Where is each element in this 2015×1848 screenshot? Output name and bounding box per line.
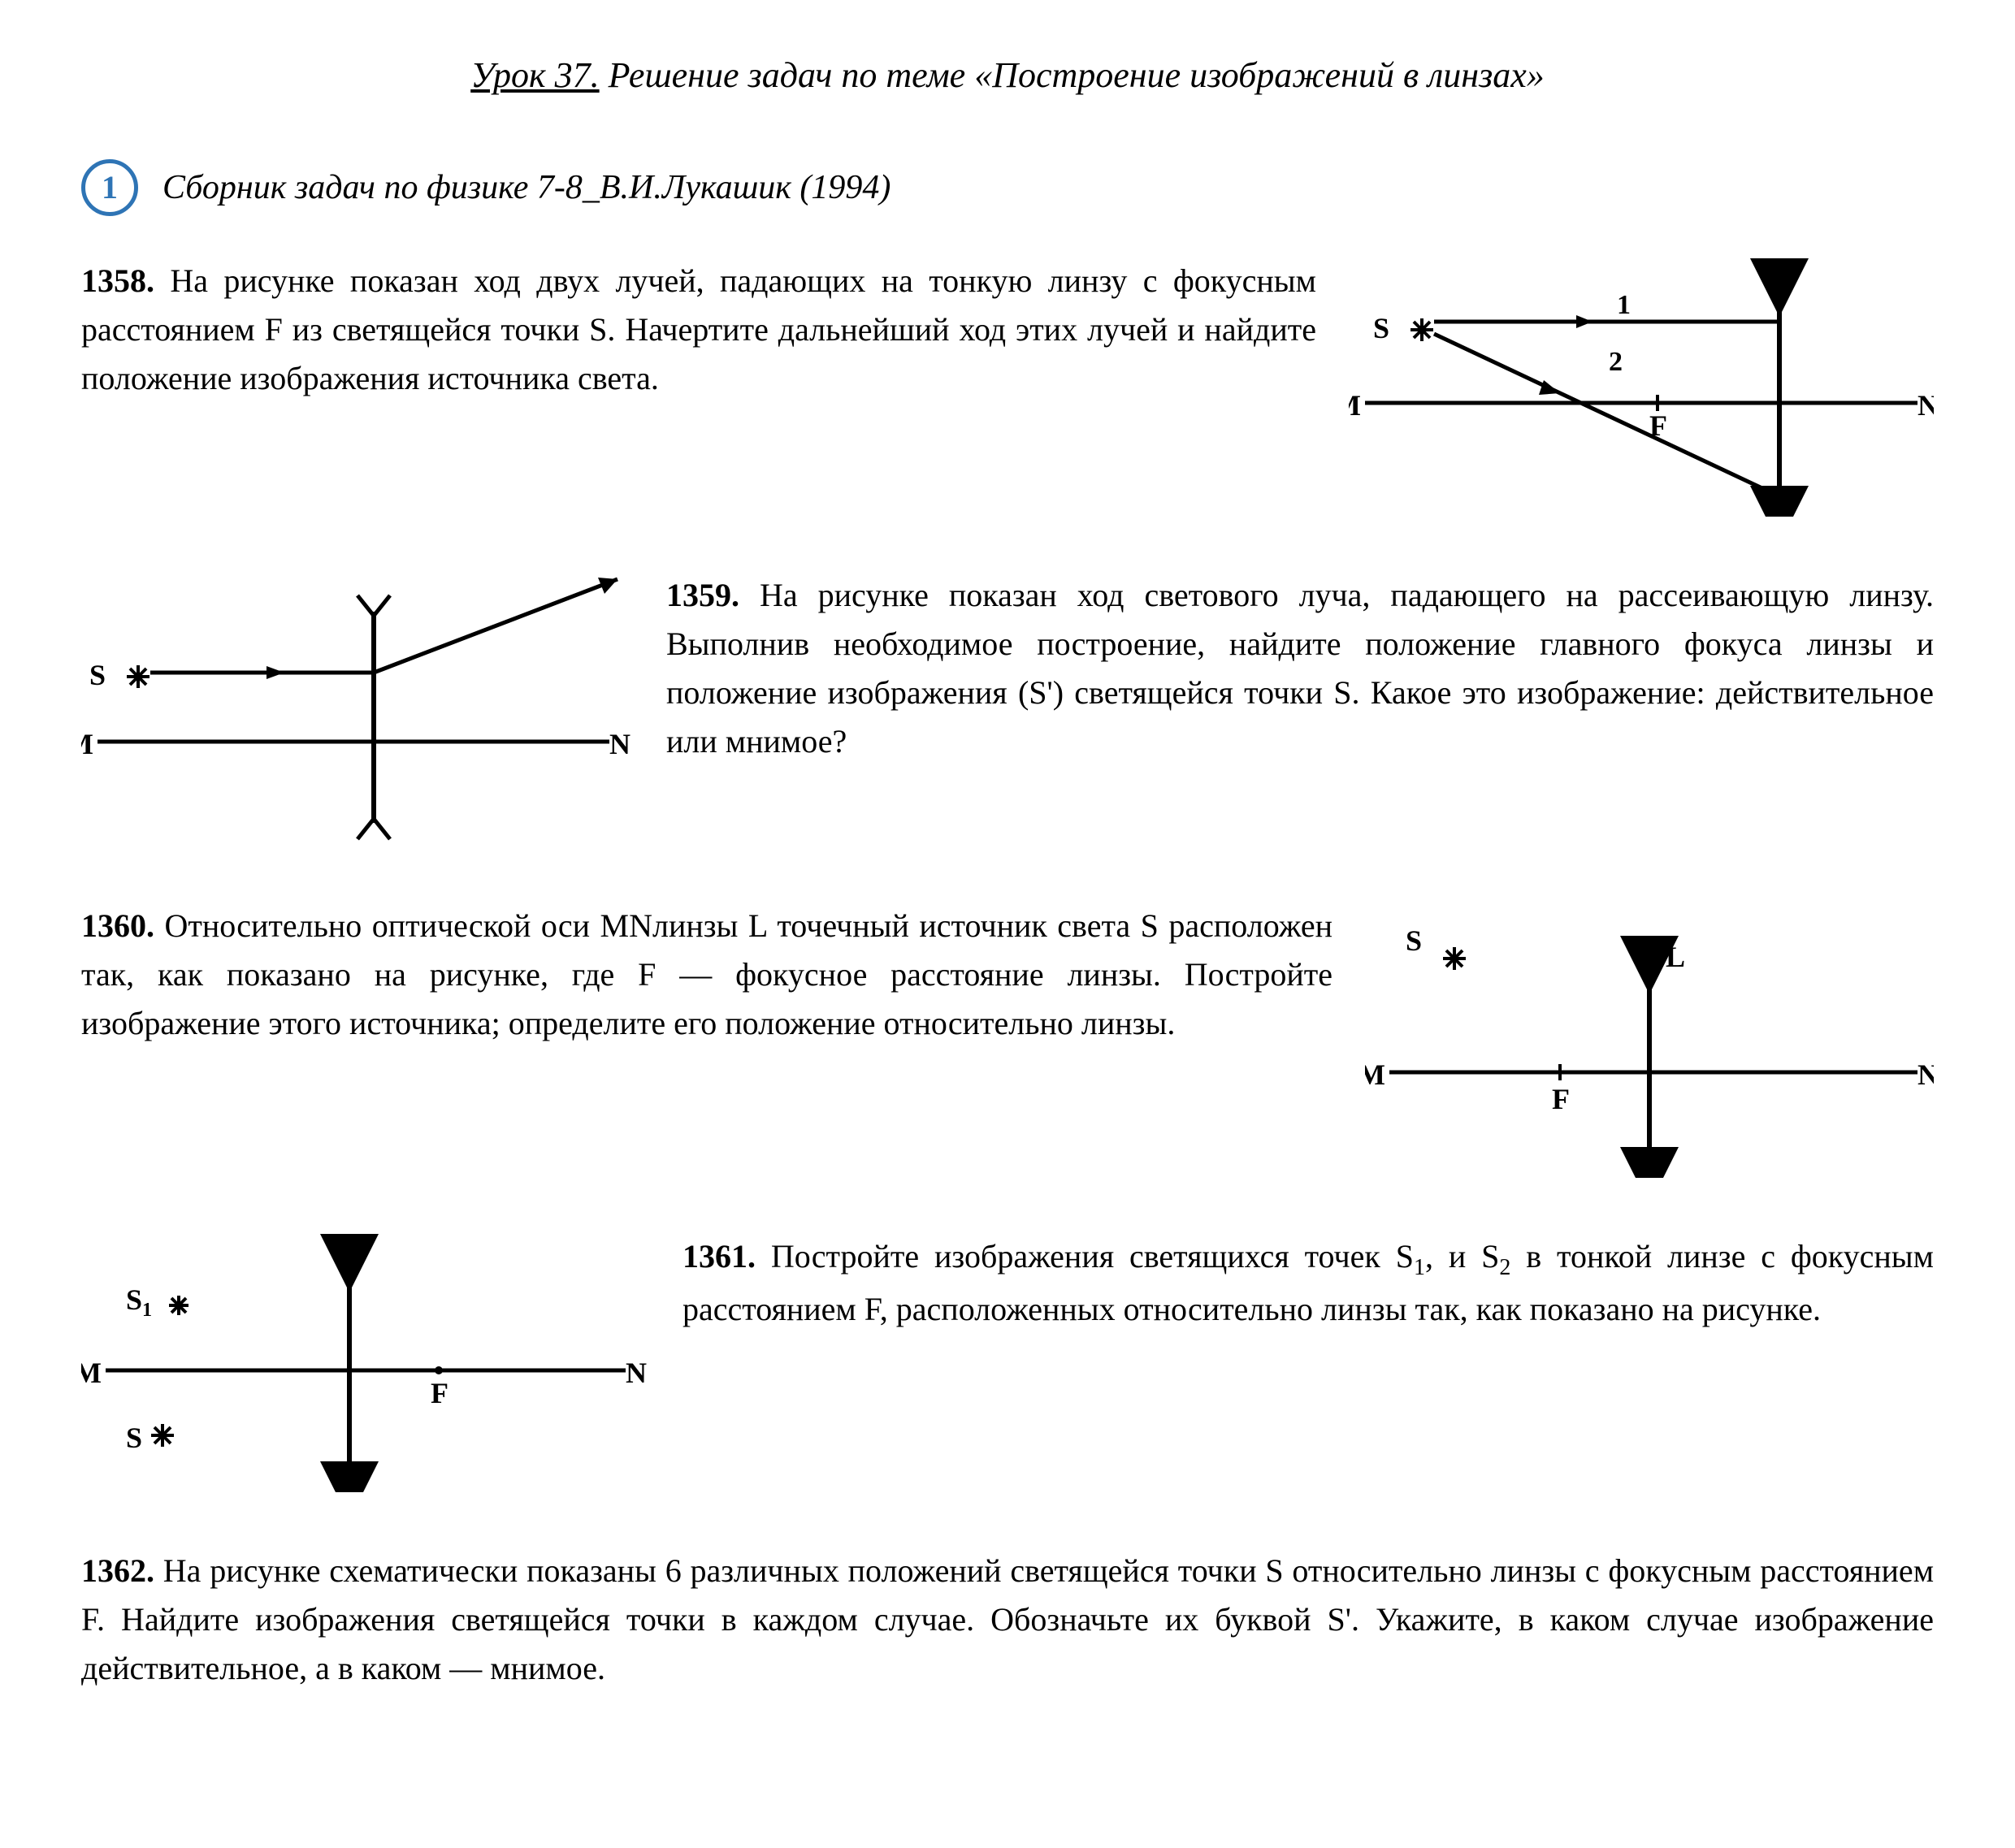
problem-number: 1358. xyxy=(81,262,154,299)
problem-1358-text: 1358. На рисунке показан ход двух лучей,… xyxy=(81,257,1316,403)
diagram-1359: M N S xyxy=(81,571,634,861)
label-S: S xyxy=(126,1422,142,1454)
p1361-mid: , и S xyxy=(1425,1238,1499,1275)
problem-1359: M N S xyxy=(81,571,1934,861)
problem-body: Относительно оптической оси MNлинзы L то… xyxy=(81,907,1332,1041)
section-badge: 1 xyxy=(81,159,138,216)
source-line: 1 Сборник задач по физике 7-8_В.И.Лукаши… xyxy=(81,159,1934,216)
label-S1: S1 xyxy=(126,1283,152,1321)
problem-1362-text: 1362. На рисунке схематически показаны 6… xyxy=(81,1547,1934,1693)
page-title: Урок 37. Решение задач по теме «Построен… xyxy=(81,49,1934,102)
problem-1362: 1362. На рисунке схематически показаны 6… xyxy=(81,1547,1934,1693)
source-text: Сборник задач по физике 7-8_В.И.Лукашик … xyxy=(162,162,890,214)
label-N: N xyxy=(609,728,630,760)
problem-1361-text: 1361. Постройте изображения светящихся т… xyxy=(682,1232,1934,1334)
label-S: S xyxy=(89,659,106,691)
label-N: N xyxy=(1918,389,1934,422)
label-2: 2 xyxy=(1609,347,1623,377)
problem-number: 1359. xyxy=(666,577,739,613)
problem-1360-text: 1360. Относительно оптической оси MNлинз… xyxy=(81,902,1332,1048)
diagram-1361: M N F S1 xyxy=(81,1232,650,1506)
label-M: M xyxy=(81,1357,102,1389)
problem-1360: 1360. Относительно оптической оси MNлинз… xyxy=(81,902,1934,1192)
lesson-number: Урок 37. xyxy=(470,55,599,95)
problem-1361: M N F S1 xyxy=(81,1232,1934,1506)
problem-number: 1362. xyxy=(81,1552,154,1589)
label-1: 1 xyxy=(1617,290,1631,320)
label-N: N xyxy=(1918,1058,1934,1091)
p1361-pre: Постройте изображения светящихся точек S xyxy=(756,1238,1414,1275)
label-F: F xyxy=(1552,1083,1570,1115)
label-S: S xyxy=(1406,924,1422,957)
label-L: L xyxy=(1666,941,1685,973)
label-F: F xyxy=(431,1377,448,1409)
label-M: M xyxy=(1365,1058,1385,1091)
problem-1359-text: 1359. На рисунке показан ход светового л… xyxy=(666,571,1934,766)
p1361-s2: 2 xyxy=(1499,1255,1510,1280)
problem-number: 1361. xyxy=(682,1238,756,1275)
p1361-s1: 1 xyxy=(1414,1255,1425,1280)
problem-number: 1360. xyxy=(81,907,154,944)
diagram-1358: M N F S 1 2 xyxy=(1349,257,1934,530)
label-S: S xyxy=(1373,312,1389,344)
problem-body: На рисунке показан ход светового луча, п… xyxy=(666,577,1934,760)
problem-body: На рисунке показан ход двух лучей, падаю… xyxy=(81,262,1316,396)
label-M: M xyxy=(81,728,93,760)
label-N: N xyxy=(626,1357,647,1389)
problem-body: На рисунке схематически показаны 6 разли… xyxy=(81,1552,1934,1686)
label-M: M xyxy=(1349,389,1361,422)
diagram-1360: M N L F S xyxy=(1365,902,1934,1192)
title-rest: Решение задач по теме «Построение изобра… xyxy=(600,55,1545,95)
problem-1358: 1358. На рисунке показан ход двух лучей,… xyxy=(81,257,1934,530)
